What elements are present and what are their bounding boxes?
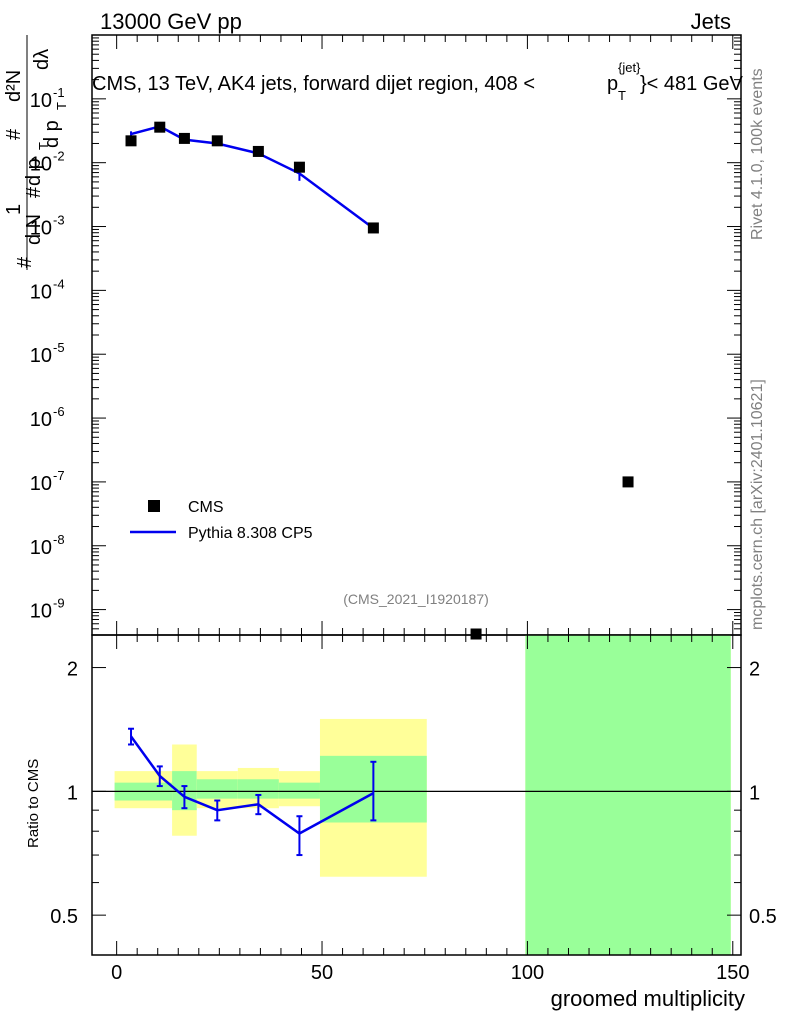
x-axis-label: groomed multiplicity — [551, 986, 745, 1011]
cms-data-point — [293, 161, 305, 173]
top-ytick-exponent: -4 — [53, 276, 65, 291]
ylabel-one: 1 — [3, 204, 25, 215]
ratio-xtick-label: 50 — [311, 962, 333, 984]
top-ytick-exponent: -2 — [53, 149, 65, 164]
top-ytick-exponent: -1 — [53, 85, 65, 100]
ratio-ytick-label-right: 1 — [749, 782, 760, 804]
pythia-curve — [130, 125, 375, 230]
title-sub: T — [618, 88, 626, 103]
legend-cms-label: CMS — [188, 499, 224, 516]
main-plot-frame — [91, 34, 742, 636]
ylabel-d2n: d²N — [3, 70, 25, 102]
ratio-ytick-label-right: 0.5 — [749, 906, 777, 928]
top-ytick-label: 10 — [30, 601, 52, 623]
title-sup: {jet} — [618, 60, 641, 75]
ylabel-slash: # — [23, 186, 45, 198]
title-suffix: }< 481 GeV — [640, 73, 744, 95]
ratio-green-band — [278, 782, 320, 799]
cms-data-point — [154, 121, 166, 133]
top-ytick-label: 10 — [30, 409, 52, 431]
ratio-ytick-label-left: 0.5 — [50, 906, 78, 928]
main-plot-title: CMS, 13 TeV, AK4 jets, forward dijet reg… — [92, 60, 744, 103]
title-p: p — [607, 73, 618, 95]
ylabel-dpt: d p — [23, 158, 45, 186]
top-ytick-label: 10 — [30, 218, 52, 240]
title-prefix: CMS, 13 TeV, AK4 jets, forward dijet reg… — [92, 73, 535, 95]
cms-data-point — [367, 222, 379, 234]
top-ytick-label: 10 — [30, 90, 52, 112]
cms-data-point — [252, 145, 264, 157]
ylabel-hash1: # — [14, 256, 36, 268]
top-ytick-label: 10 — [30, 473, 52, 495]
header-left: 13000 GeV pp — [100, 9, 242, 34]
ratio-ytick-label-left: 1 — [67, 782, 78, 804]
ratio-xtick-label: 0 — [111, 962, 122, 984]
top-ylabel: # 1 d N # d p T d²N # d p T dλ — [3, 35, 69, 270]
legend: CMS Pythia 8.308 CP5 — [130, 499, 313, 542]
cms-data-point — [211, 135, 223, 147]
ylabel-dn: d N — [23, 214, 45, 245]
mcplots-label: mcplots.cern.ch [arXiv:2401.10621] — [749, 379, 766, 630]
ratio-plot-frame — [91, 634, 742, 956]
top-ytick-exponent: -7 — [53, 468, 65, 483]
ratio-ytick-label-right: 2 — [749, 659, 760, 681]
ratio-xtick-label: 100 — [511, 962, 544, 984]
header-right: Jets — [691, 9, 731, 34]
top-ytick-exponent: -5 — [53, 340, 65, 355]
top-ytick-exponent: -6 — [53, 404, 65, 419]
ratio-green-band — [237, 779, 279, 799]
ylabel-dpt2: d p — [41, 120, 63, 148]
ratio-xtick-label: 150 — [716, 962, 749, 984]
top-ytick-label: 10 — [30, 154, 52, 176]
ratio-green-band — [196, 779, 238, 799]
ylabel-dpt2-sub: T — [54, 102, 69, 110]
top-ytick-label: 10 — [30, 345, 52, 367]
ratio-plot-panel: 0.5 0.5 1 1 2 2 0 50 100 150 — [50, 634, 777, 984]
ratio-green-band — [525, 635, 731, 955]
top-ytick-label: 10 — [30, 281, 52, 303]
ylabel-dpt-sub: T — [36, 142, 51, 150]
legend-cms-marker — [148, 500, 160, 512]
top-ytick-label: 10 — [30, 537, 52, 559]
cms-data-point — [178, 132, 190, 144]
ylabel-dlambda: dλ — [31, 49, 53, 70]
main-plot-panel: 10-110-210-310-410-510-610-710-810-9 — [30, 34, 742, 640]
ratio-ylabel: Ratio to CMS — [25, 759, 42, 848]
analysis-watermark: (CMS_2021_I1920187) — [343, 591, 489, 607]
cms-data-point — [125, 135, 137, 147]
ratio-ytick-label-left: 2 — [67, 659, 78, 681]
top-ytick-exponent: -3 — [53, 213, 65, 228]
top-ytick-exponent: -8 — [53, 532, 65, 547]
legend-pythia-label: Pythia 8.308 CP5 — [188, 525, 313, 542]
cms-data-point — [622, 476, 634, 488]
top-ytick-exponent: -9 — [53, 596, 65, 611]
cms-data-point — [470, 628, 482, 640]
ylabel-hash2: # — [3, 128, 25, 140]
rivet-label: Rivet 4.1.0, 100k events — [749, 68, 766, 240]
